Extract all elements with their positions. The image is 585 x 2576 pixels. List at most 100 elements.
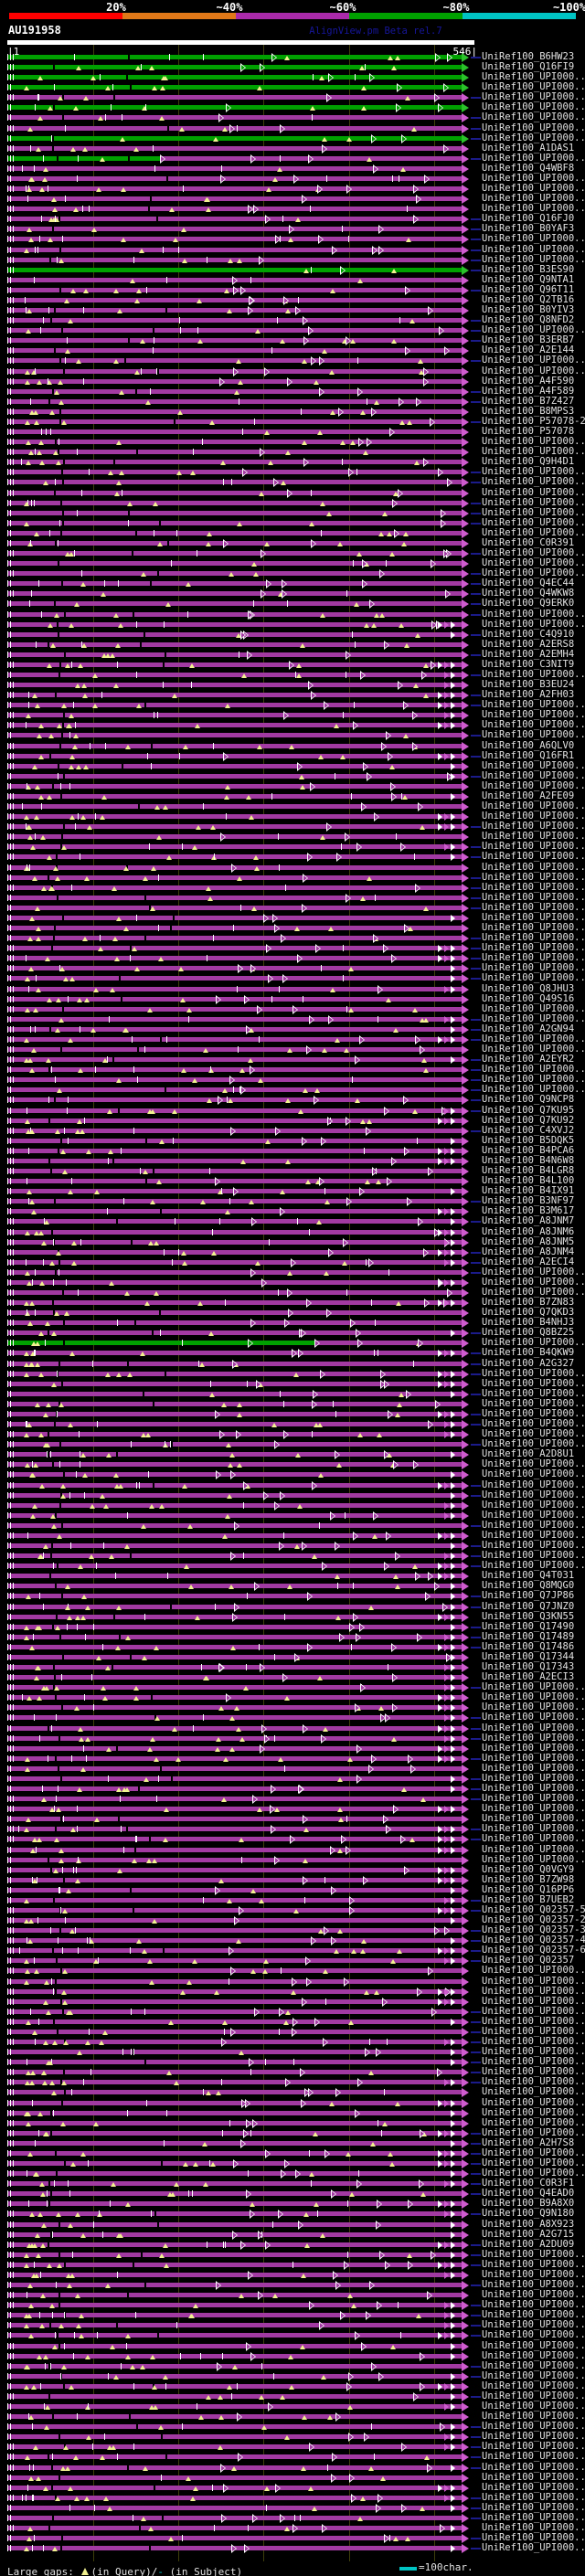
alignment-row[interactable]: UniRef100_UPI000.. — [0, 1550, 585, 1562]
subject-label[interactable]: UniRef100_C0R391 — [482, 536, 575, 548]
alignment-row[interactable]: UniRef100_UPI000.. — [0, 1013, 585, 1024]
subject-label[interactable]: UniRef100_A1DAS1 — [482, 142, 575, 154]
subject-label[interactable]: UniRef100_UPI000.. — [482, 203, 585, 215]
subject-label[interactable]: UniRef100_B8MPS3 — [482, 405, 575, 417]
subject-label[interactable]: UniRef100_UPI000.. — [482, 2431, 585, 2443]
subject-label[interactable]: UniRef100_UPI000.. — [482, 1479, 585, 1490]
subject-label[interactable]: UniRef100_Q9NTA1 — [482, 273, 575, 285]
subject-label[interactable]: UniRef100_UPI000.. — [482, 91, 585, 103]
alignment-row[interactable]: UniRef100_B4LGR8 — [0, 1166, 585, 1177]
alignment-row[interactable]: UniRef100_B0YAF3 — [0, 224, 585, 235]
subject-label[interactable]: UniRef100_UPI000.. — [482, 1397, 585, 1409]
alignment-row[interactable]: UniRef100_UPI000.. — [0, 1692, 585, 1703]
alignment-row[interactable]: UniRef100_UPI000.. — [0, 2359, 585, 2371]
alignment-row[interactable]: UniRef100_UPI000.. — [0, 700, 585, 711]
subject-label[interactable]: UniRef100_UPI000.. — [482, 1499, 585, 1511]
subject-label[interactable]: UniRef100_UPI000.. — [482, 1722, 585, 1733]
subject-label[interactable]: UniRef100_UPI000.. — [482, 2451, 585, 2463]
alignment-row[interactable]: UniRef100_C4XVJ2 — [0, 1125, 585, 1136]
subject-label[interactable]: UniRef100_UPI000.. — [482, 101, 585, 113]
alignment-row[interactable]: UniRef100_UPI000.. — [0, 477, 585, 488]
subject-label[interactable]: UniRef100_Q16FJ0 — [482, 213, 575, 225]
alignment-row[interactable]: UniRef100_UPI000.. — [0, 203, 585, 215]
alignment-row[interactable]: UniRef100_UPI000.. — [0, 2422, 585, 2433]
alignment-row[interactable]: UniRef100_UPI000.. — [0, 822, 585, 832]
subject-label[interactable]: UniRef100_UPI000.. — [482, 2359, 585, 2371]
alignment-row[interactable]: UniRef100_UPI000.. — [0, 972, 585, 984]
subject-label[interactable]: UniRef100_A8JNM4 — [482, 1246, 575, 1257]
alignment-row[interactable]: UniRef100_UPI000.. — [0, 2057, 585, 2068]
alignment-row[interactable]: UniRef100_A2G715 — [0, 2229, 585, 2240]
alignment-row[interactable]: UniRef100_UPI000.. — [0, 517, 585, 528]
alignment-row[interactable]: UniRef100_Q17489 — [0, 1631, 585, 1642]
alignment-row[interactable]: UniRef100_Q02357-2 — [0, 1915, 585, 1926]
subject-label[interactable]: UniRef100_UPI000.. — [482, 2329, 585, 2341]
subject-label[interactable]: UniRef100_C4Q910 — [482, 628, 575, 640]
subject-label[interactable]: UniRef100_UPI000.. — [482, 972, 585, 984]
alignment-row[interactable]: UniRef100_UPI000.. — [0, 2329, 585, 2341]
subject-label[interactable]: UniRef100_UPI000.. — [482, 486, 585, 498]
alignment-row[interactable]: UniRef100_A2FH03 — [0, 689, 585, 701]
alignment-row[interactable]: UniRef100_UPI000.. — [0, 720, 585, 731]
subject-label[interactable]: UniRef100_UPI000.. — [482, 811, 585, 822]
alignment-row[interactable]: UniRef100_A8JNM6 — [0, 1226, 585, 1237]
alignment-row[interactable]: UniRef100_UPI000.. — [0, 1378, 585, 1389]
alignment-row[interactable]: UniRef100_Q17486 — [0, 1640, 585, 1652]
alignment-row[interactable]: UniRef100_UPI000.. — [0, 862, 585, 873]
subject-label[interactable]: UniRef100_UPI000.. — [482, 1560, 585, 1572]
subject-label[interactable]: UniRef100_UPI000.. — [482, 1266, 585, 1277]
subject-label[interactable]: UniRef100_A2FH03 — [482, 689, 575, 701]
subject-label[interactable]: UniRef100_Q3KN55 — [482, 1610, 575, 1622]
subject-label[interactable]: UniRef100_UPI000.. — [482, 1529, 585, 1541]
subject-label[interactable]: UniRef100_A8JNM7 — [482, 1215, 575, 1227]
subject-label[interactable]: UniRef100_Q2TB16 — [482, 293, 575, 305]
subject-label[interactable]: UniRef100_UPI000.. — [482, 111, 585, 123]
subject-label[interactable]: UniRef100_UPI000.. — [482, 1681, 585, 1693]
subject-label[interactable]: UniRef100_UPI000.. — [482, 1468, 585, 1480]
alignment-row[interactable]: UniRef100_UPI000.. — [0, 122, 585, 133]
alignment-row[interactable]: UniRef100_A2FE09 — [0, 790, 585, 801]
alignment-row[interactable]: UniRef100_UPI000.. — [0, 2077, 585, 2088]
subject-label[interactable]: UniRef100_UPI000.. — [482, 2491, 585, 2503]
subject-label[interactable]: UniRef100_Q49S16 — [482, 992, 575, 1004]
subject-label[interactable]: UniRef100_UPI000.. — [482, 851, 585, 863]
alignment-row[interactable]: UniRef100_B4PCA6 — [0, 1145, 585, 1156]
subject-label[interactable]: UniRef100_UPI000.. — [482, 901, 585, 913]
subject-label[interactable]: UniRef100_Q9N180 — [482, 2208, 575, 2220]
alignment-row[interactable]: UniRef100_Q0VGY9 — [0, 1864, 585, 1875]
subject-label[interactable]: UniRef100_UPI000.. — [482, 2349, 585, 2361]
alignment-row[interactable]: UniRef100_UPI000.. — [0, 1034, 585, 1044]
alignment-row[interactable]: UniRef100_Q17343 — [0, 1662, 585, 1673]
subject-label[interactable]: UniRef100_Q4WKW8 — [482, 588, 575, 599]
subject-label[interactable]: UniRef100_UPI000.. — [482, 2036, 585, 2048]
alignment-row[interactable]: UniRef100_UPI000.. — [0, 2107, 585, 2118]
alignment-row[interactable]: UniRef100_A2ECI3 — [0, 1672, 585, 1683]
subject-label[interactable]: UniRef100_Q17490 — [482, 1620, 575, 1632]
subject-label[interactable]: UniRef100_UPI000.. — [482, 193, 585, 205]
subject-label[interactable]: UniRef100_A2DU09 — [482, 2238, 575, 2250]
subject-label[interactable]: UniRef100_B7ZN83 — [482, 1297, 575, 1309]
subject-label[interactable]: UniRef100_UPI000.. — [482, 233, 585, 245]
alignment-row[interactable]: UniRef100_Q16PP6 — [0, 1884, 585, 1895]
alignment-row[interactable]: UniRef100_Q9NTA1 — [0, 273, 585, 285]
alignment-row[interactable]: UniRef100_UPI000.. — [0, 1419, 585, 1430]
alignment-row[interactable]: UniRef100_UPI000.. — [0, 1468, 585, 1480]
alignment-row[interactable]: UniRef100_UPI000.. — [0, 1743, 585, 1754]
alignment-row[interactable]: UniRef100_UPI000.. — [0, 2087, 585, 2098]
subject-label[interactable]: UniRef100_UPI000.. — [482, 891, 585, 903]
subject-label[interactable]: UniRef100_UPI000.. — [482, 1975, 585, 1987]
subject-label[interactable]: UniRef100_UPI000.. — [482, 1367, 585, 1379]
alignment-row[interactable]: UniRef100_UPI000.. — [0, 1529, 585, 1541]
subject-label[interactable]: UniRef100_UPI000.. — [482, 324, 585, 336]
subject-label[interactable]: UniRef100_UPI000.. — [482, 1803, 585, 1815]
subject-label[interactable]: UniRef100_Q02357-5 — [482, 1904, 585, 1915]
subject-label[interactable]: UniRef100_Q17486 — [482, 1640, 575, 1652]
subject-label[interactable]: UniRef100_UPI000.. — [482, 769, 585, 781]
alignment-row[interactable]: UniRef100_Q8BZ25 — [0, 1328, 585, 1339]
alignment-row[interactable]: UniRef100_B7UEB2 — [0, 1894, 585, 1905]
subject-label[interactable]: UniRef100_UPI000.. — [482, 1064, 585, 1076]
subject-label[interactable]: UniRef100_UPI000.. — [482, 1550, 585, 1562]
subject-label[interactable]: UniRef100_UPI000.. — [482, 526, 585, 538]
subject-label[interactable]: UniRef100_B4QKW9 — [482, 1347, 575, 1359]
subject-label[interactable]: UniRef100_UPI000.. — [482, 2441, 585, 2453]
